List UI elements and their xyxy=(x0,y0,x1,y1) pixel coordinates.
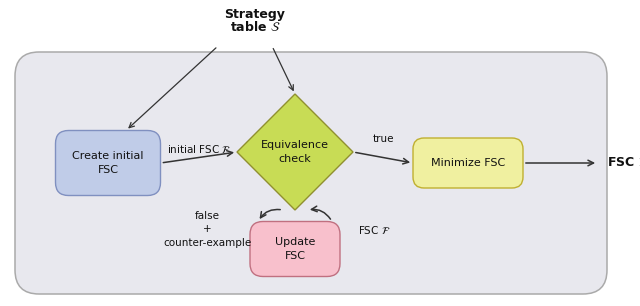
Text: FSC $\mathcal{F}$: FSC $\mathcal{F}$ xyxy=(358,223,390,236)
Text: Equivalence
check: Equivalence check xyxy=(261,140,329,164)
Text: $\mathbf{FSC}$ $\mathcal{F}$: $\mathbf{FSC}$ $\mathcal{F}$ xyxy=(607,156,640,170)
Text: Create initial
FSC: Create initial FSC xyxy=(72,151,144,175)
Text: true: true xyxy=(372,134,394,144)
FancyBboxPatch shape xyxy=(250,222,340,277)
Text: Strategy: Strategy xyxy=(225,8,285,21)
Text: table $\mathcal{S}$: table $\mathcal{S}$ xyxy=(230,20,280,34)
FancyBboxPatch shape xyxy=(413,138,523,188)
FancyBboxPatch shape xyxy=(56,130,161,196)
Text: initial FSC $\mathcal{F}$: initial FSC $\mathcal{F}$ xyxy=(166,143,231,155)
Polygon shape xyxy=(237,94,353,210)
Text: Minimize FSC: Minimize FSC xyxy=(431,158,505,168)
Text: false
+
counter-example: false + counter-example xyxy=(163,211,251,248)
Text: Update
FSC: Update FSC xyxy=(275,237,315,261)
FancyBboxPatch shape xyxy=(15,52,607,294)
